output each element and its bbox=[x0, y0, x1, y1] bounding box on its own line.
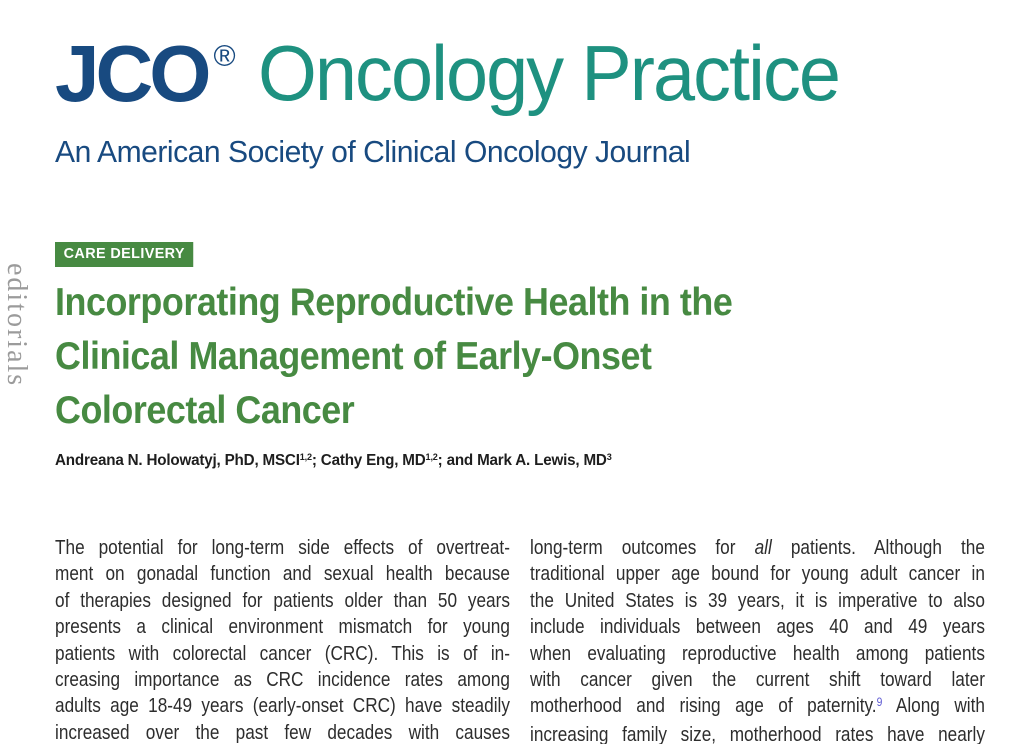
text-segment: long-term outcomes for bbox=[530, 537, 755, 559]
registered-trademark-icon: ® bbox=[213, 40, 236, 73]
text-segment: creasing importance as CRC incidence rat… bbox=[55, 669, 510, 692]
text-line: adults age 18-49 years (early-onset CRC)… bbox=[55, 693, 510, 719]
journal-subtitle: An American Society of Clinical Oncology… bbox=[55, 134, 691, 169]
article-title-line: Incorporating Reproductive Health in the bbox=[55, 280, 733, 324]
text-segment: with cancer given the current shift towa… bbox=[530, 669, 985, 692]
text-line: presents a clinical environment mismatch… bbox=[55, 614, 510, 640]
article-body: The potential for long-term side effects… bbox=[55, 535, 985, 744]
text-line: long-term outcomes for all patients. Alt… bbox=[530, 535, 985, 561]
body-right-column: long-term outcomes for all patients. Alt… bbox=[530, 535, 985, 744]
text-segment: patients with colorectal cancer (CRC). T… bbox=[55, 642, 510, 665]
article-title: Incorporating Reproductive Health in the… bbox=[55, 276, 883, 438]
citation-reference-link[interactable]: 9 bbox=[876, 695, 883, 710]
text-segment: all bbox=[754, 537, 772, 559]
text-segment: The potential for long-term side effects… bbox=[55, 537, 510, 559]
text-line: with cancer given the current shift towa… bbox=[530, 667, 985, 693]
journal-masthead: JCO ® Oncology Practice An American Soci… bbox=[55, 29, 857, 169]
text-segment: include individuals between ages 40 and … bbox=[530, 616, 985, 639]
text-line: include individuals between ages 40 and … bbox=[530, 614, 985, 640]
text-line: ment on gonadal function and sexual heal… bbox=[55, 561, 510, 587]
text-segment: Along with bbox=[882, 695, 985, 718]
text-line: of therapies designed for patients older… bbox=[55, 588, 510, 614]
text-segment: Andreana N. Holowatyj, PhD, MSCI bbox=[55, 451, 300, 469]
journal-logo: JCO ® Oncology Practice bbox=[55, 29, 857, 118]
text-line: motherhood and rising age of paternity.9… bbox=[530, 693, 985, 721]
article-header: CARE DELIVERY Incorporating Reproductive… bbox=[55, 242, 955, 470]
text-segment: 3 bbox=[606, 451, 612, 463]
text-line: patients with colorectal cancer (CRC). T… bbox=[55, 641, 510, 667]
article-title-line: Clinical Management of Early-Onset bbox=[55, 334, 652, 378]
text-line: increasing family size, motherhood rates… bbox=[530, 722, 985, 744]
text-line: traditional upper age bound for young ad… bbox=[530, 561, 985, 587]
text-segment: ; Cathy Eng, MD bbox=[311, 451, 426, 469]
text-segment: increased over the past few decades with… bbox=[55, 721, 510, 744]
article-title-line: Colorectal Cancer bbox=[55, 388, 355, 432]
editorials-section-label: editorials bbox=[1, 263, 32, 388]
journal-logo-name: Oncology Practice bbox=[257, 29, 841, 117]
text-segment: 1,2 bbox=[425, 451, 438, 463]
text-segment: ment on gonadal function and sexual heal… bbox=[55, 563, 510, 586]
text-line: creasing importance as CRC incidence rat… bbox=[55, 667, 510, 693]
text-segment: increasing family size, motherhood rates… bbox=[530, 723, 985, 744]
text-line: when evaluating reproductive health amon… bbox=[530, 641, 985, 667]
text-segment: when evaluating reproductive health amon… bbox=[530, 642, 985, 665]
journal-logo-jco: JCO bbox=[55, 29, 211, 118]
text-segment: ; and Mark A. Lewis, MD bbox=[437, 451, 607, 469]
text-segment: patients. Although the bbox=[771, 537, 985, 559]
text-line: increased over the past few decades with… bbox=[55, 720, 510, 744]
section-badge: CARE DELIVERY bbox=[55, 242, 194, 267]
authors-line: Andreana N. Holowatyj, PhD, MSCI1,2; Cat… bbox=[55, 452, 910, 470]
text-segment: presents a clinical environment mismatch… bbox=[55, 616, 510, 639]
text-segment: the United States is 39 years, it is imp… bbox=[530, 589, 985, 612]
body-left-column: The potential for long-term side effects… bbox=[55, 535, 510, 744]
text-line: The potential for long-term side effects… bbox=[55, 535, 510, 561]
text-segment: traditional upper age bound for young ad… bbox=[530, 563, 985, 586]
text-segment: adults age 18-49 years (early-onset CRC)… bbox=[55, 695, 510, 718]
text-segment: motherhood and rising age of paternity. bbox=[530, 695, 877, 718]
text-line: the United States is 39 years, it is imp… bbox=[530, 588, 985, 614]
text-segment: 1,2 bbox=[299, 451, 312, 463]
text-segment: of therapies designed for patients older… bbox=[55, 589, 510, 612]
